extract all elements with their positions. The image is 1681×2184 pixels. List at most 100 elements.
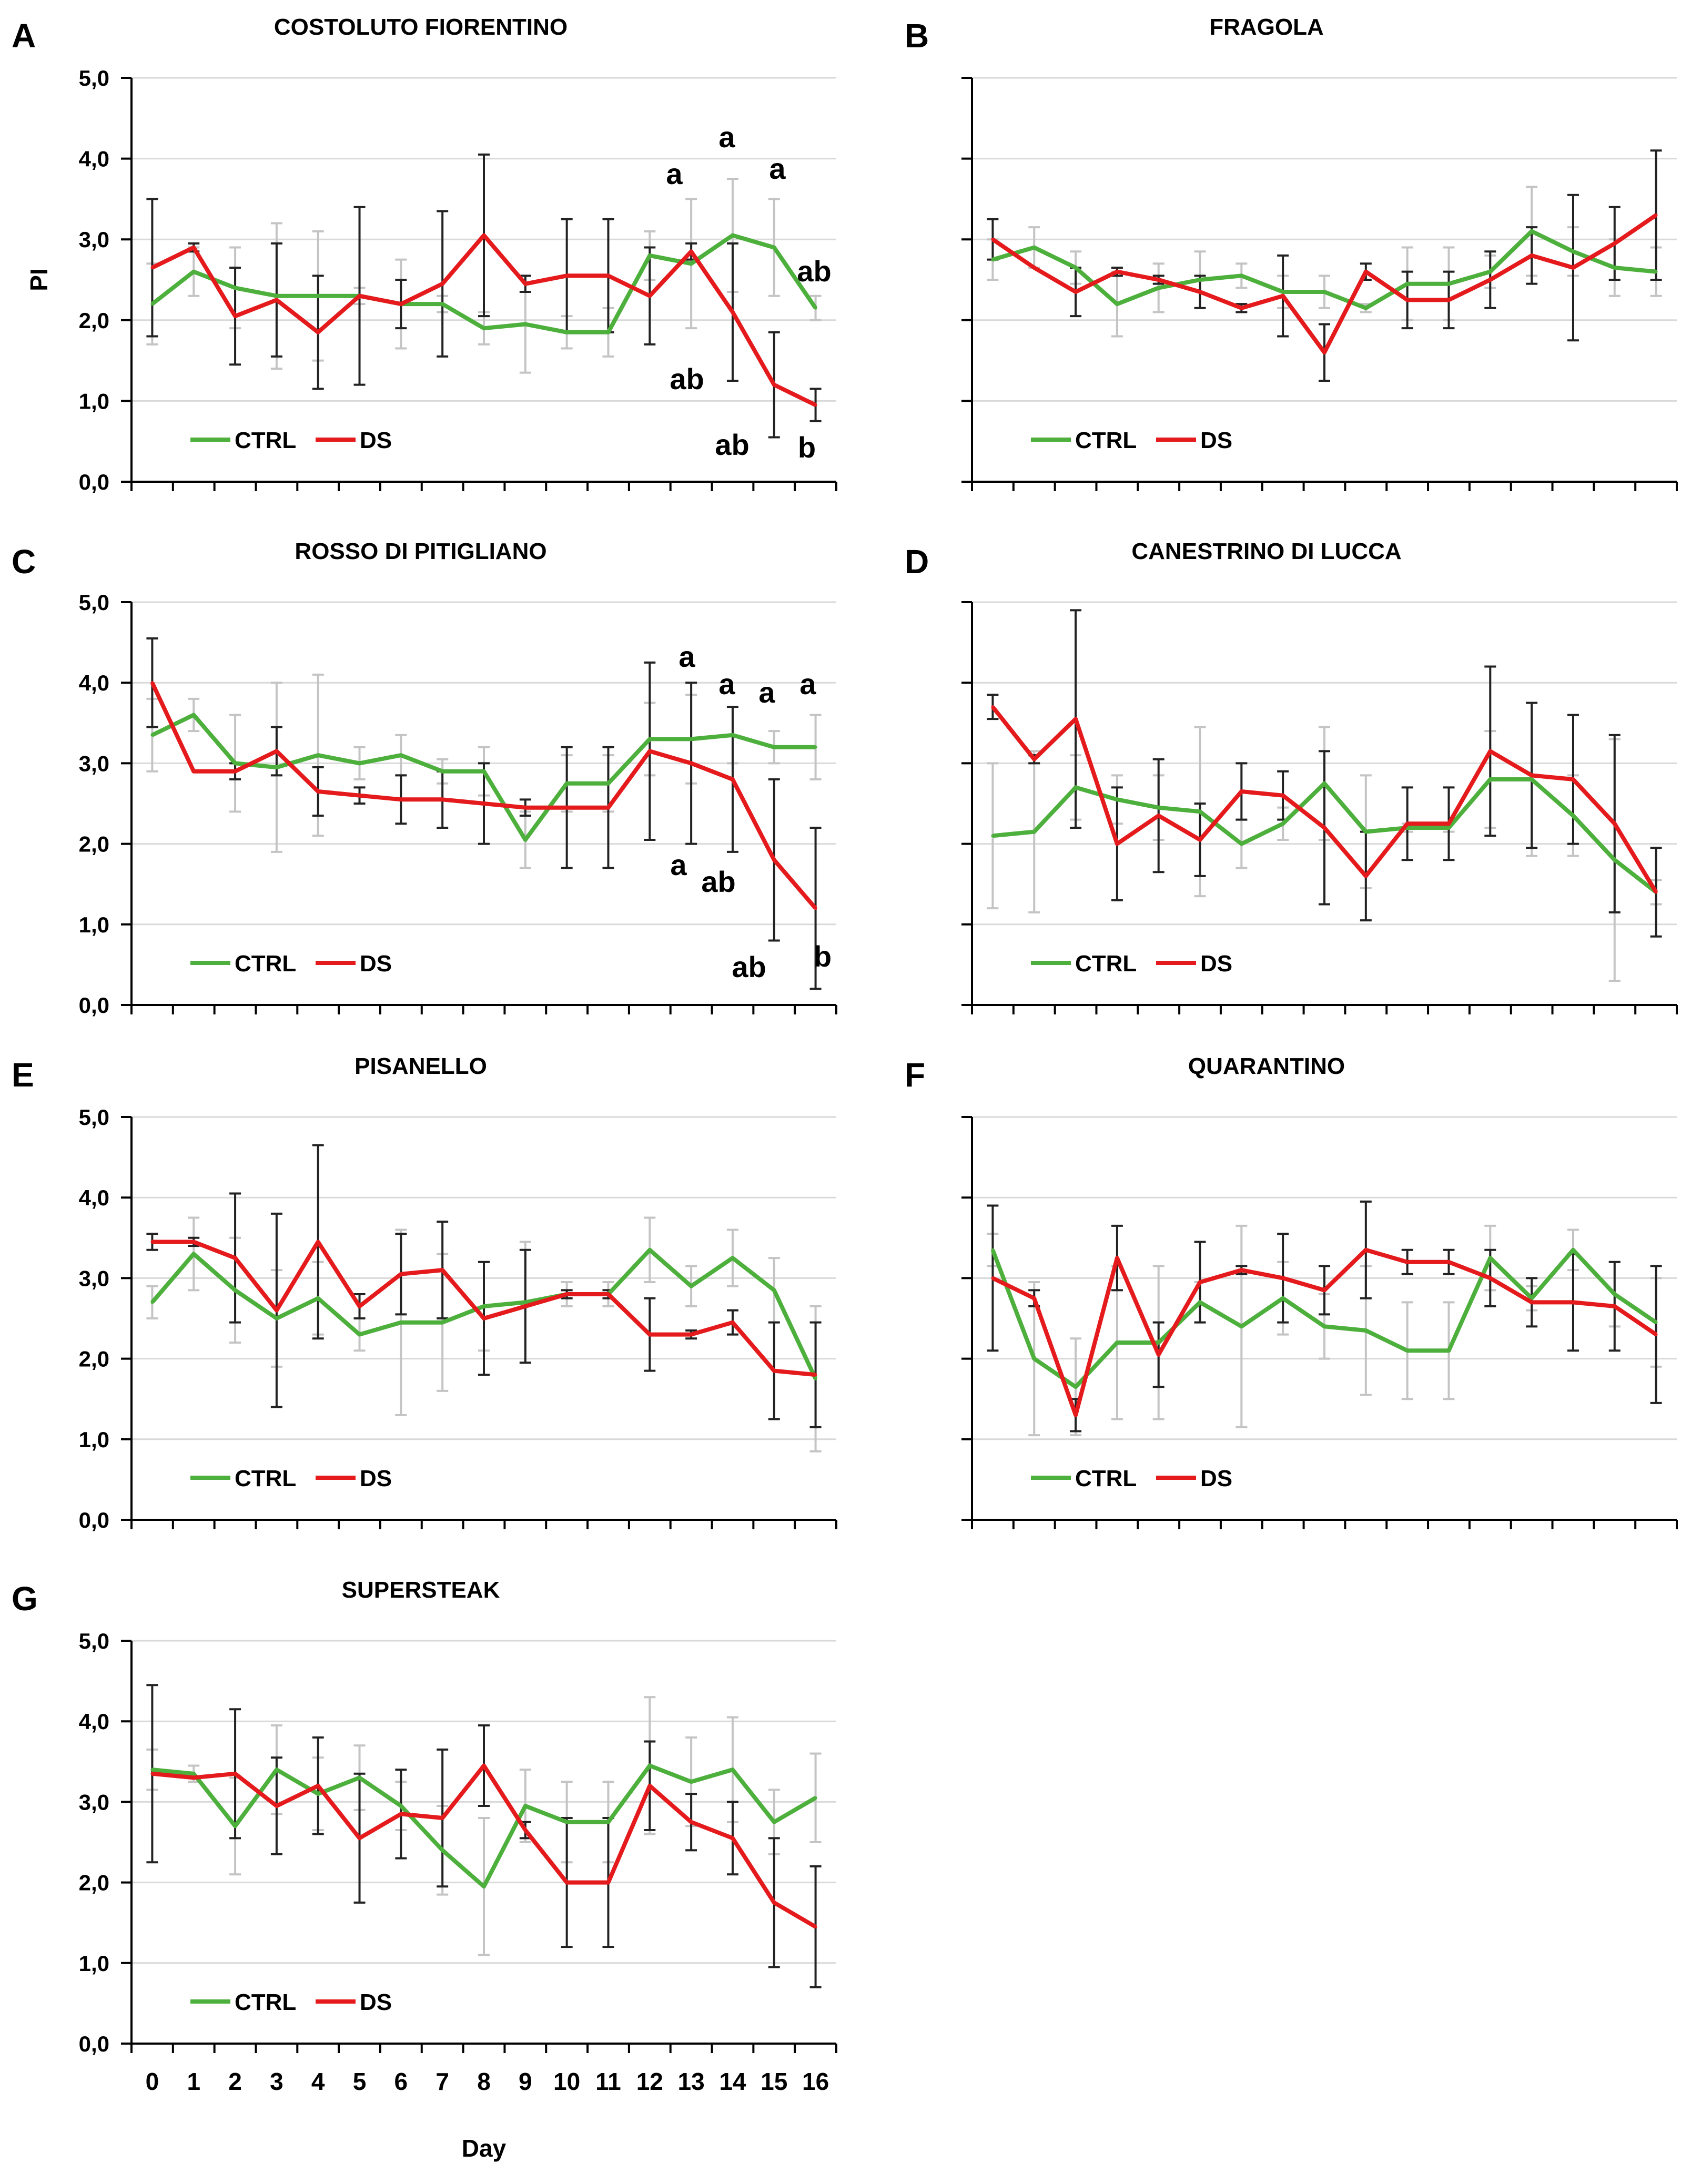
data-point	[1613, 241, 1616, 245]
data-point	[1240, 1325, 1243, 1328]
data-point	[1074, 1413, 1078, 1417]
significance-letter: a	[799, 667, 816, 700]
data-point	[690, 250, 693, 253]
data-point	[399, 1320, 403, 1324]
data-point	[1074, 266, 1078, 269]
panel-title: CANESTRINO DI LUCCA	[1131, 539, 1401, 564]
data-point	[1447, 822, 1451, 826]
significance-letter: a	[718, 667, 735, 700]
data-point	[1613, 1293, 1616, 1296]
data-point	[1198, 278, 1202, 281]
panel-letter: G	[12, 1580, 38, 1618]
data-point	[1405, 1349, 1409, 1353]
data-point	[523, 1305, 527, 1308]
data-point	[814, 306, 817, 310]
y-tick-label: 4,0	[79, 1185, 109, 1210]
data-point	[192, 1776, 196, 1780]
data-point	[1115, 842, 1119, 846]
data-point	[1323, 1325, 1326, 1328]
y-tick-label: 0,0	[79, 1508, 109, 1532]
data-point	[1405, 822, 1409, 826]
x-tick-label: 10	[553, 2068, 580, 2095]
x-tick-label: 11	[595, 2068, 621, 2095]
x-tick-label: 4	[311, 2068, 325, 2095]
data-point	[772, 745, 776, 749]
data-point	[523, 322, 527, 326]
data-point	[1323, 826, 1326, 829]
data-point	[565, 806, 569, 809]
chart-panel-c: C ROSSO DI PITIGLIANO 0,0 1,0 2,0 3,0 4,0 5,0 CT…	[12, 539, 837, 1018]
data-point	[441, 1320, 444, 1324]
data-point	[772, 383, 776, 387]
legend: CTRL DS	[190, 1466, 392, 1491]
data-point	[1530, 253, 1534, 257]
data-point	[731, 1836, 734, 1840]
data-point	[316, 754, 320, 757]
significance-letter: a	[718, 120, 735, 154]
data-point	[192, 713, 196, 717]
data-point	[1115, 1256, 1119, 1260]
data-point	[1115, 1340, 1119, 1344]
data-point	[1571, 814, 1575, 817]
data-point	[1571, 1301, 1575, 1304]
data-point	[1447, 298, 1451, 302]
data-point	[1074, 786, 1078, 789]
data-point	[1364, 830, 1368, 834]
y-tick-label: 2,0	[79, 1347, 109, 1372]
chart-panel-d: D CANESTRINO DI LUCCA CTRL DS	[905, 539, 1678, 1014]
data-point	[565, 1293, 569, 1296]
x-tick-label: 2	[228, 2068, 242, 2095]
data-point	[1198, 838, 1202, 841]
data-point	[690, 1333, 693, 1336]
significance-letter: a	[769, 152, 786, 185]
data-point	[991, 1276, 995, 1280]
data-point	[606, 781, 610, 785]
significance-letter: a	[670, 848, 687, 881]
x-tick-label: 14	[719, 2068, 746, 2095]
data-point	[690, 1820, 693, 1824]
data-point	[690, 1780, 693, 1784]
data-point	[316, 1240, 320, 1244]
data-point	[814, 1925, 817, 1928]
data-point	[1488, 1256, 1492, 1260]
series-points-ds	[991, 1248, 1658, 1417]
data-point	[150, 302, 154, 306]
data-point	[234, 286, 237, 290]
significance-letter: ab	[715, 428, 749, 461]
y-tick-label: 1,0	[79, 912, 109, 937]
data-point	[1074, 1385, 1078, 1389]
data-point	[1032, 246, 1036, 249]
data-point	[1281, 294, 1285, 298]
data-point	[482, 1885, 485, 1888]
data-point	[1032, 1296, 1036, 1300]
error-bars-ctrl	[987, 186, 1662, 338]
y-tick-label: 5,0	[79, 590, 109, 615]
data-point	[1447, 282, 1451, 286]
data-point	[1157, 806, 1160, 809]
data-point	[690, 737, 693, 741]
data-point	[1281, 1296, 1285, 1300]
data-point	[275, 766, 278, 769]
data-point	[648, 1784, 652, 1787]
data-point	[991, 1248, 995, 1252]
data-point	[441, 798, 444, 801]
data-point	[648, 737, 652, 741]
data-point	[1571, 250, 1575, 253]
x-tick-label: 5	[353, 2068, 367, 2095]
chart-panel-f: F QUARANTINO CTRL DS	[905, 1053, 1678, 1529]
y-tick-label: 2,0	[79, 832, 109, 857]
data-point	[1654, 270, 1658, 273]
data-point	[192, 769, 196, 773]
panel-letter: D	[905, 543, 929, 581]
legend-label: DS	[1200, 428, 1232, 453]
chart-panel-b: B FRAGOLA CTRL DS	[905, 14, 1678, 491]
data-point	[1447, 1349, 1451, 1353]
series-points-ds	[150, 681, 817, 910]
data-point	[234, 769, 237, 773]
data-point	[316, 330, 320, 334]
data-point	[991, 238, 995, 241]
y-tick-label: 3,0	[79, 1790, 109, 1814]
data-point	[1364, 874, 1368, 878]
data-point	[316, 294, 320, 298]
data-point	[482, 233, 485, 237]
